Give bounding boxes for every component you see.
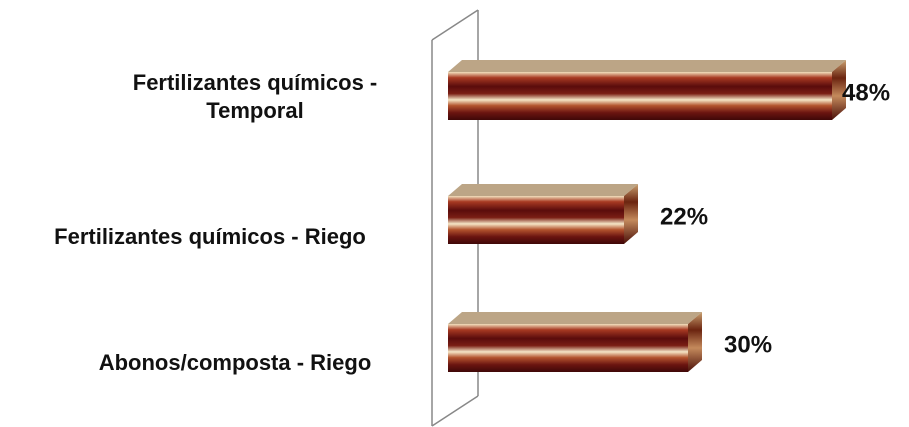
bar-top-face: [448, 60, 846, 72]
bar-top-face: [448, 184, 638, 196]
data-label-3: 30%: [724, 331, 772, 358]
category-label-1: Fertilizantes químicos - Temporal: [133, 70, 378, 123]
data-label-2: 22%: [660, 203, 708, 230]
bar-1: [448, 60, 846, 120]
category-label-line: Fertilizantes químicos - Riego: [54, 224, 366, 249]
bar-top-face: [448, 312, 702, 324]
bar-front-face: [448, 72, 832, 120]
category-label-line: Abonos/composta - Riego: [99, 350, 372, 375]
data-labels: 48% 22% 30%: [660, 79, 890, 358]
bars-group: [448, 60, 846, 372]
wall-top-edge: [431, 9, 479, 41]
category-label-line: Fertilizantes químicos -: [133, 70, 378, 95]
bar-3: [448, 312, 702, 372]
bar-2: [448, 184, 638, 244]
category-label-2: Fertilizantes químicos - Riego: [54, 224, 366, 249]
category-labels: Fertilizantes químicos -TemporalFertiliz…: [54, 70, 377, 375]
bar-end-face: [624, 184, 638, 244]
data-label-1: 48%: [842, 79, 890, 106]
bar-front-face: [448, 324, 688, 372]
bar-end-face: [688, 312, 702, 372]
category-label-line: Temporal: [206, 98, 303, 123]
bar-front-face: [448, 196, 624, 244]
wall-bottom-edge: [431, 395, 479, 427]
bar-end-face: [832, 60, 846, 120]
category-label-3: Abonos/composta - Riego: [99, 350, 372, 375]
